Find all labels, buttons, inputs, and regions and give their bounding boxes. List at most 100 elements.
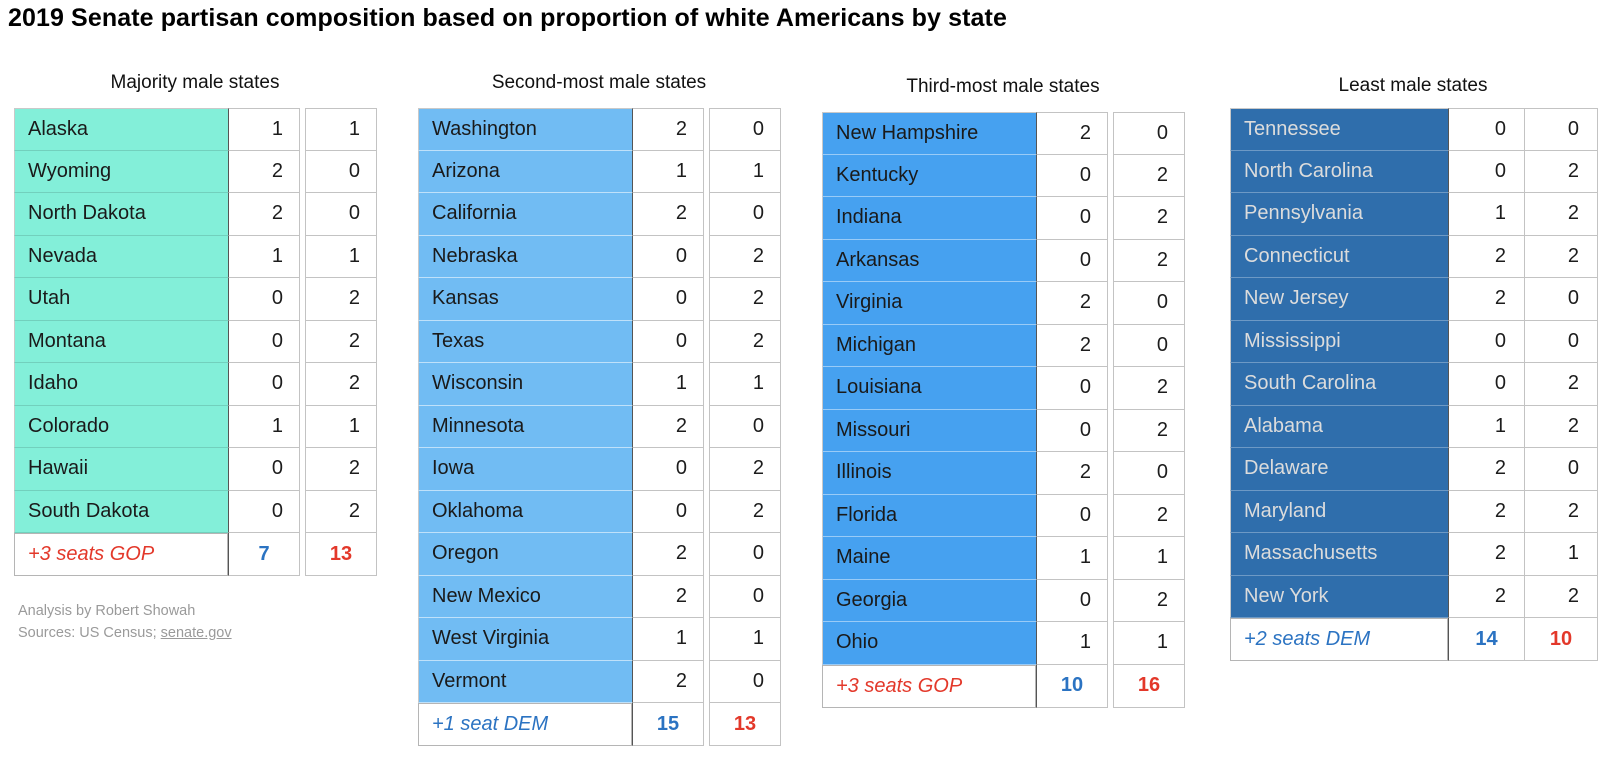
dem-seats-cell: 2 [632, 108, 704, 151]
gop-seats-cell: 2 [1525, 490, 1598, 533]
gop-seats-cell: 0 [1525, 108, 1598, 151]
gop-seats-cell: 1 [709, 363, 781, 406]
table-row: Wisconsin 1 1 [418, 363, 781, 406]
state-name-cell: West Virginia [418, 618, 632, 661]
table-row: New Jersey 2 0 [1230, 278, 1598, 321]
gop-seats-cell: 2 [305, 363, 377, 406]
state-name-cell: Delaware [1230, 448, 1448, 491]
gop-seats-cell: 2 [1113, 239, 1185, 282]
gop-seats-cell: 2 [709, 448, 781, 491]
summary-row: +3 seats GOP 10 16 [822, 664, 1185, 708]
dem-seats-cell: 1 [632, 618, 704, 661]
dem-seats-cell: 0 [1448, 150, 1525, 193]
attribution-sources: Sources: US Census; senate.gov [18, 623, 232, 645]
summary-label: +3 seats GOP [14, 533, 228, 576]
table-row: Oklahoma 0 2 [418, 490, 781, 533]
dem-seats-cell: 2 [228, 150, 300, 193]
dem-seats-cell: 0 [228, 363, 300, 406]
table-row: New York 2 2 [1230, 575, 1598, 618]
table-row: North Carolina 0 2 [1230, 150, 1598, 193]
gop-seats-cell: 0 [1113, 112, 1185, 155]
gop-seats-cell: 0 [709, 108, 781, 151]
page-title: 2019 Senate partisan composition based o… [8, 4, 1007, 32]
gop-seats-cell: 2 [305, 320, 377, 363]
state-name-cell: Louisiana [822, 367, 1036, 410]
gop-seats-cell: 1 [1113, 537, 1185, 580]
table-row: Florida 0 2 [822, 494, 1185, 537]
gop-seats-cell: 1 [709, 618, 781, 661]
table-row: Louisiana 0 2 [822, 367, 1185, 410]
summary-row: +1 seat DEM 15 13 [418, 703, 781, 746]
gop-seats-cell: 2 [305, 448, 377, 491]
dem-seats-cell: 2 [632, 405, 704, 448]
table-row: Oregon 2 0 [418, 533, 781, 576]
gop-seats-cell: 2 [1525, 193, 1598, 236]
state-name-cell: Washington [418, 108, 632, 151]
attribution: Analysis by Robert Showah Sources: US Ce… [18, 601, 232, 645]
table-row: Delaware 2 0 [1230, 448, 1598, 491]
dem-seats-cell: 0 [632, 320, 704, 363]
state-name-cell: Mississippi [1230, 320, 1448, 363]
state-name-cell: Tennessee [1230, 108, 1448, 151]
state-group-table: Washington 2 0 Arizona 1 1 California 2 0 Nebrask… [418, 108, 781, 746]
gop-seats-cell: 0 [709, 660, 781, 703]
state-name-cell: Connecticut [1230, 235, 1448, 278]
gop-seats-cell: 2 [1113, 409, 1185, 452]
dem-seats-cell: 1 [632, 363, 704, 406]
state-name-cell: Texas [418, 320, 632, 363]
senate-gov-link[interactable]: senate.gov [160, 624, 232, 641]
dem-seats-cell: 0 [228, 448, 300, 491]
gop-seats-cell: 1 [305, 405, 377, 448]
table-header: Least male states [1338, 75, 1488, 96]
state-name-cell: Georgia [822, 579, 1036, 622]
state-name-cell: Arizona [418, 150, 632, 193]
table-row: Washington 2 0 [418, 108, 781, 151]
dem-seats-cell: 2 [1036, 282, 1108, 325]
table-row: Idaho 0 2 [14, 363, 377, 406]
table-row: Maine 1 1 [822, 537, 1185, 580]
gop-seats-cell: 2 [709, 490, 781, 533]
state-group-table: Alaska 1 1 Wyoming 2 0 North Dakota 2 0 Nevada 1 1 U… [14, 108, 377, 576]
dem-seats-cell: 0 [1036, 494, 1108, 537]
dem-seats-cell: 0 [1036, 579, 1108, 622]
gop-total-cell: 16 [1113, 664, 1185, 708]
dem-seats-cell: 2 [228, 193, 300, 236]
table-row: West Virginia 1 1 [418, 618, 781, 661]
table-row: Pennsylvania 1 2 [1230, 193, 1598, 236]
gop-seats-cell: 0 [709, 533, 781, 576]
state-name-cell: California [418, 193, 632, 236]
dem-seats-cell: 1 [228, 405, 300, 448]
state-name-cell: North Dakota [14, 193, 228, 236]
gop-seats-cell: 0 [305, 193, 377, 236]
gop-seats-cell: 0 [1525, 278, 1598, 321]
dem-seats-cell: 2 [632, 533, 704, 576]
gop-seats-cell: 1 [1525, 533, 1598, 576]
table-row: Alaska 1 1 [14, 108, 377, 151]
gop-seats-cell: 0 [1525, 320, 1598, 363]
dem-seats-cell: 0 [632, 490, 704, 533]
gop-seats-cell: 0 [709, 575, 781, 618]
dem-seats-cell: 1 [228, 235, 300, 278]
table-row: Kentucky 0 2 [822, 154, 1185, 197]
state-name-cell: Illinois [822, 452, 1036, 495]
gop-seats-cell: 2 [1113, 367, 1185, 410]
gop-seats-cell: 0 [1113, 324, 1185, 367]
dem-seats-cell: 2 [1448, 533, 1525, 576]
state-name-cell: Alaska [14, 108, 228, 151]
table-row: Arizona 1 1 [418, 150, 781, 193]
gop-seats-cell: 2 [305, 490, 377, 533]
state-name-cell: Michigan [822, 324, 1036, 367]
table-row: Hawaii 0 2 [14, 448, 377, 491]
dem-seats-cell: 0 [632, 278, 704, 321]
gop-seats-cell: 2 [1525, 363, 1598, 406]
table-row: Missouri 0 2 [822, 409, 1185, 452]
table-row: Virginia 2 0 [822, 282, 1185, 325]
dem-seats-cell: 2 [632, 575, 704, 618]
table-header: Second-most male states [491, 72, 707, 93]
gop-seats-cell: 0 [709, 193, 781, 236]
table-header: Majority male states [110, 72, 280, 93]
dem-total-cell: 15 [632, 703, 704, 746]
gop-seats-cell: 2 [1113, 579, 1185, 622]
gop-total-cell: 13 [709, 703, 781, 746]
table-row: Nevada 1 1 [14, 235, 377, 278]
